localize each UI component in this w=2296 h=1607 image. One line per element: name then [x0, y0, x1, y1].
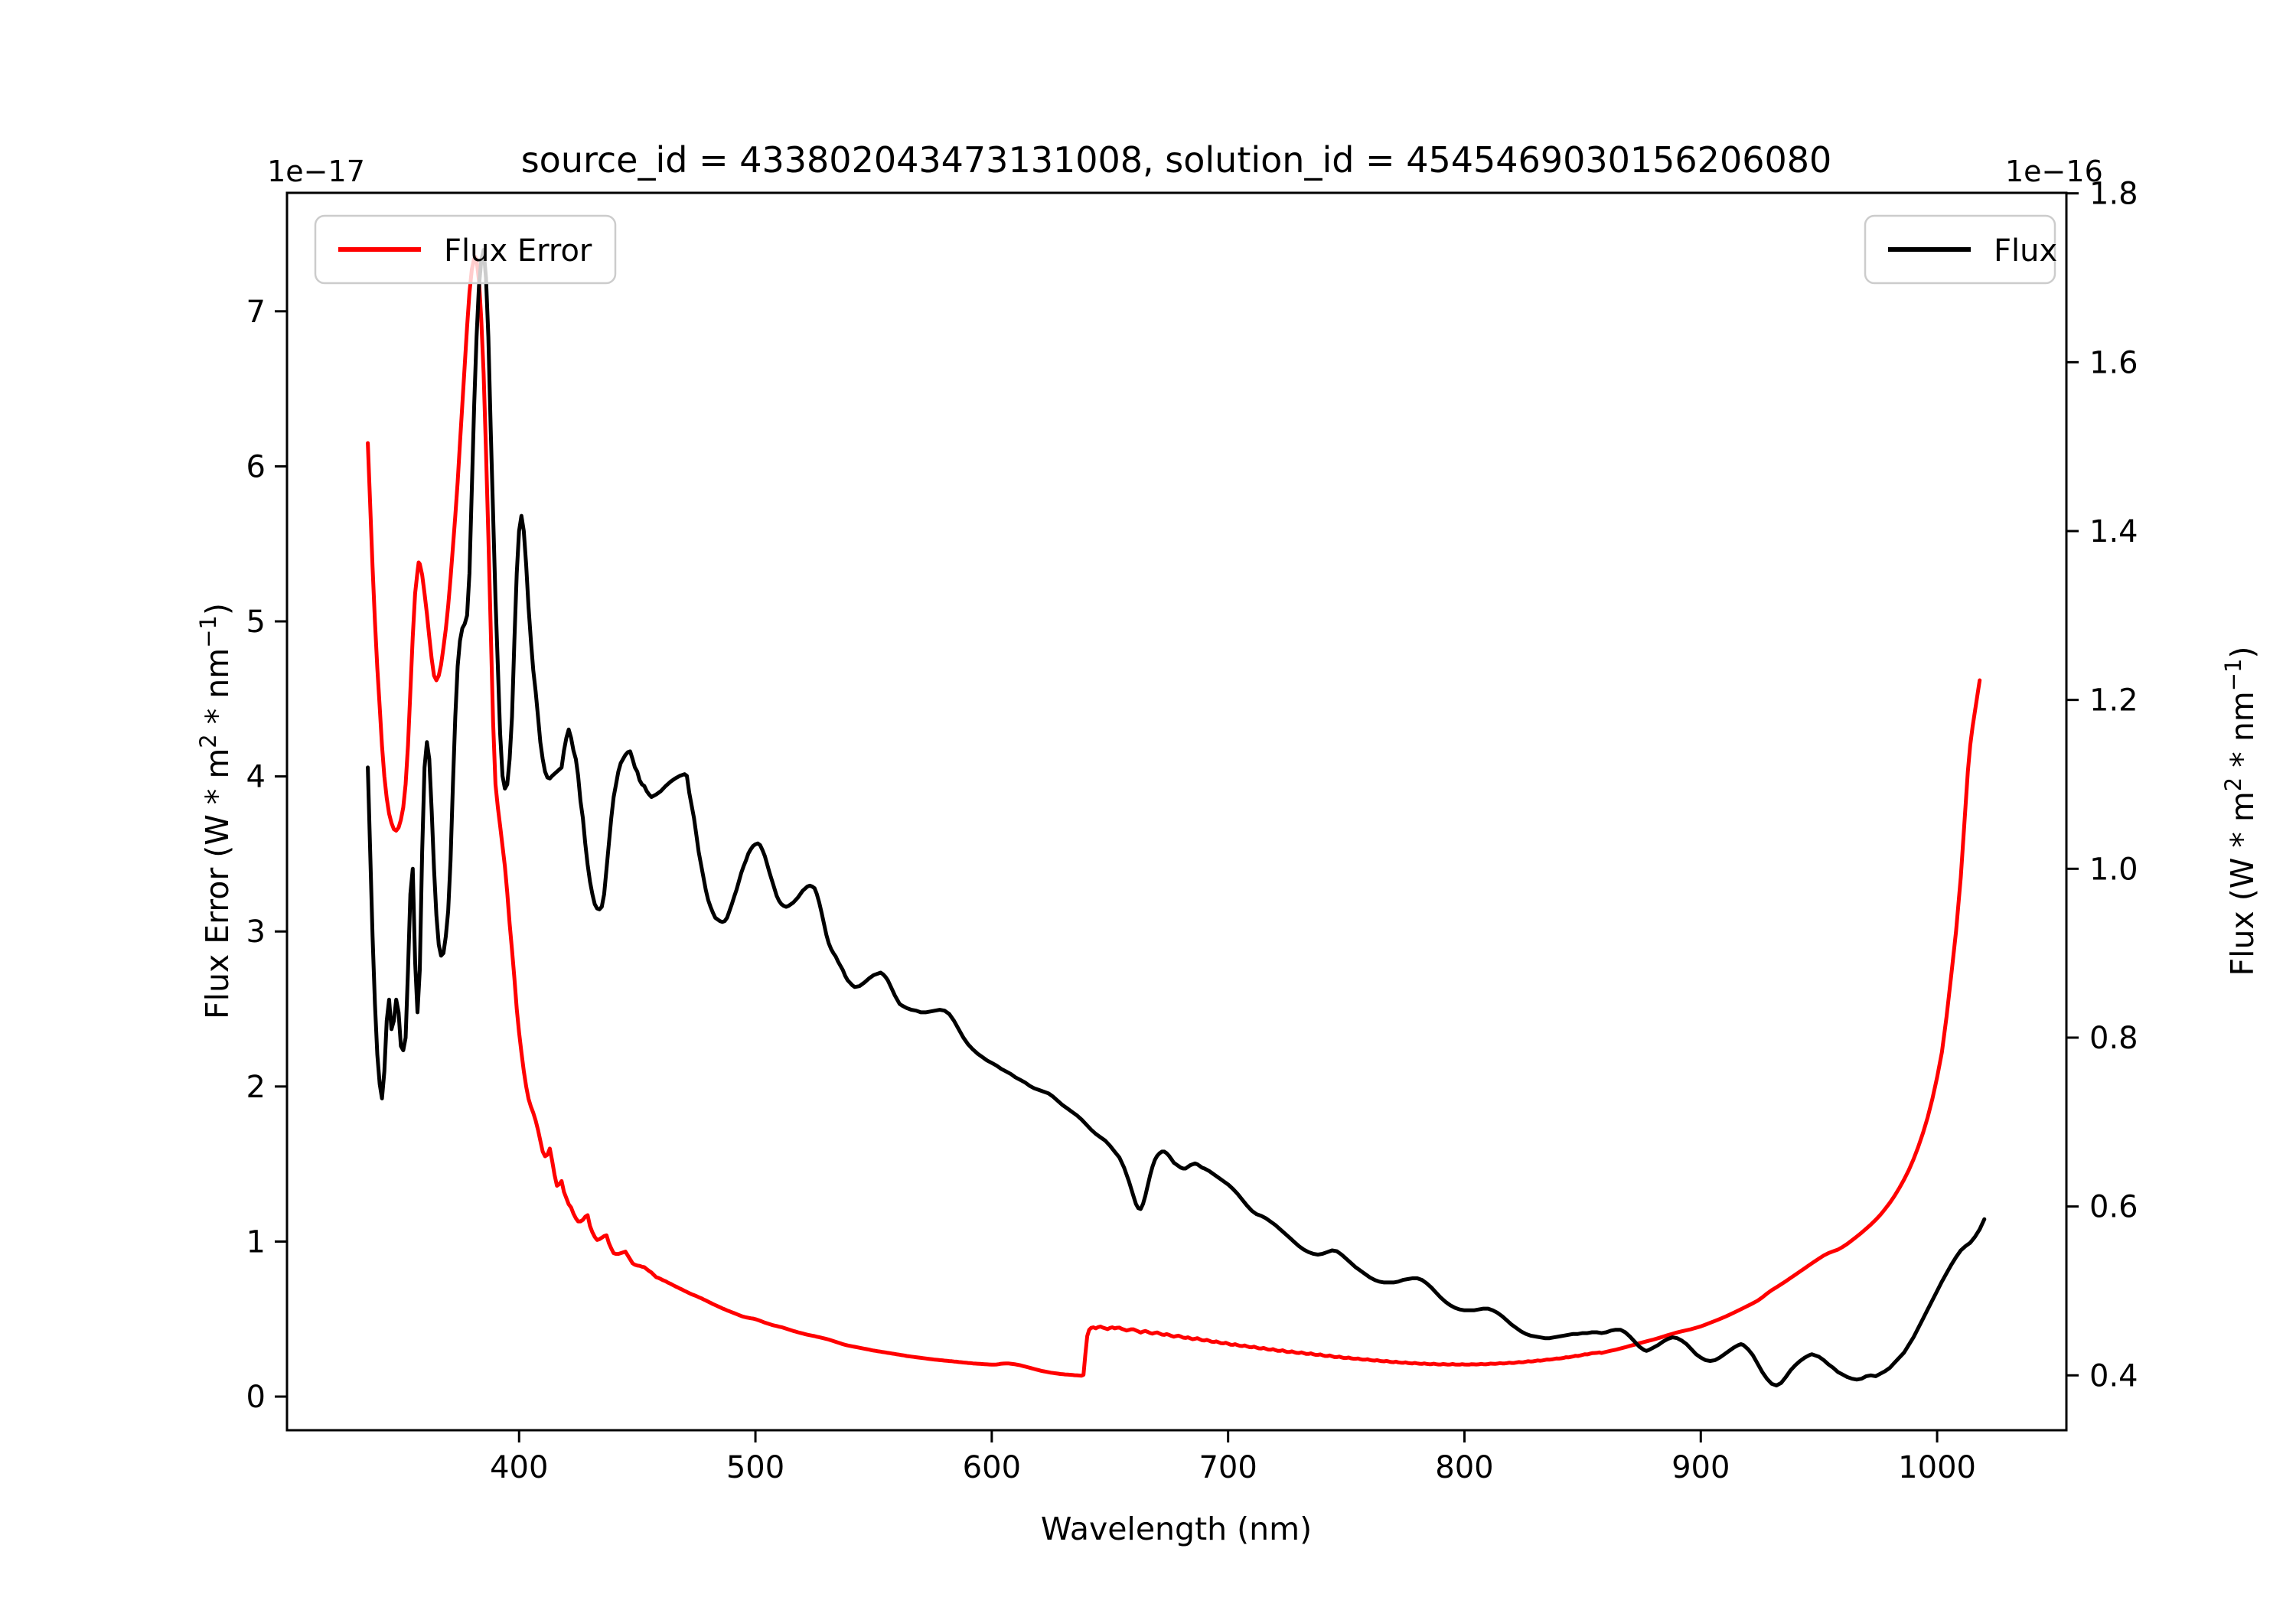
flux-curve [366, 248, 1987, 1387]
right-axis-offset-text: 1e−16 [2005, 155, 2103, 188]
right-tick-label: 1.8 [2089, 177, 2138, 212]
x-axis-ticks: 400 500 600 700 800 900 1000 [490, 1430, 1976, 1485]
right-tick-label: 0.4 [2089, 1358, 2138, 1393]
right-tick-label: 1.6 [2089, 345, 2138, 380]
x-tick-label: 800 [1435, 1450, 1493, 1485]
x-tick-label: 500 [726, 1450, 784, 1485]
left-y-axis-label: Flux Error (W * m2 * nm−1) [195, 603, 236, 1019]
right-y-axis-label: Flux (W * m2 * nm−1) [2220, 647, 2261, 976]
plot-area [287, 193, 2066, 1430]
right-tick-label: 0.8 [2089, 1021, 2138, 1056]
legend-flux-label: Flux [1994, 233, 2057, 269]
legend-flux-error: Flux Error [314, 214, 617, 285]
x-tick-label: 600 [963, 1450, 1021, 1485]
right-tick-label: 0.6 [2089, 1190, 2138, 1225]
left-tick-label: 3 [246, 914, 266, 950]
x-tick-label: 900 [1671, 1450, 1730, 1485]
x-axis-label: Wavelength (nm) [1041, 1511, 1312, 1547]
legend-flux: Flux [1864, 214, 2057, 285]
x-tick-label: 1000 [1898, 1450, 1976, 1485]
left-tick-label: 0 [246, 1380, 266, 1415]
legend-flux-error-label: Flux Error [444, 233, 592, 269]
right-tick-label: 1.0 [2089, 852, 2138, 887]
x-tick-label: 400 [490, 1450, 548, 1485]
left-axis-offset-text: 1e−17 [267, 155, 365, 188]
left-tick-label: 6 [246, 449, 266, 484]
plot-frame [285, 191, 2068, 1432]
legend-flux-error-box [314, 214, 617, 285]
left-tick-label: 1 [246, 1224, 266, 1260]
right-tick-label: 1.2 [2089, 683, 2138, 719]
x-tick-label: 700 [1199, 1450, 1257, 1485]
chart-title: source_id = 433802043473131008, solution… [521, 139, 1832, 181]
left-tick-label: 4 [246, 760, 266, 795]
left-tick-label: 5 [246, 605, 266, 640]
right-tick-label: 1.4 [2089, 514, 2138, 549]
left-tick-label: 2 [246, 1070, 266, 1105]
data-curves [366, 248, 1987, 1387]
left-tick-label: 7 [246, 295, 266, 330]
flux-error-curve [366, 255, 1982, 1378]
right-axis-ticks: 0.4 0.6 0.8 1.0 1.2 1.4 1.6 1.8 [2066, 177, 2138, 1393]
left-axis-ticks: 0 1 2 3 4 5 6 7 [246, 295, 287, 1415]
